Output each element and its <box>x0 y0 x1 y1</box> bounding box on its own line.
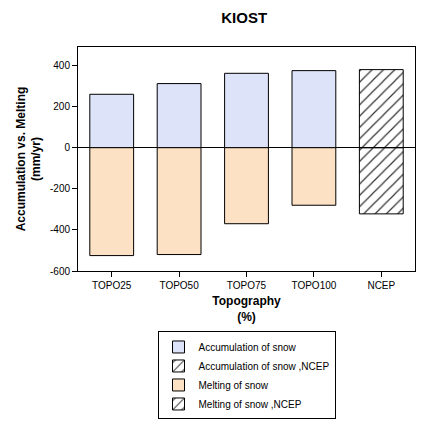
svg-text:KIOST: KIOST <box>221 9 267 26</box>
svg-text:TOPO75: TOPO75 <box>227 280 267 291</box>
svg-text:TOPO100: TOPO100 <box>291 280 336 291</box>
svg-text:NCEP: NCEP <box>367 280 395 291</box>
svg-text:Accumulation of snow: Accumulation of snow <box>199 342 297 353</box>
svg-text:Accumulation of snow ,NCEP: Accumulation of snow ,NCEP <box>199 361 330 372</box>
svg-text:TOPO25: TOPO25 <box>92 280 132 291</box>
svg-text:200: 200 <box>53 101 70 112</box>
svg-text:Melting of snow ,NCEP: Melting of snow ,NCEP <box>199 399 302 410</box>
svg-text:Topography(%): Topography(%) <box>212 294 281 324</box>
svg-text:0: 0 <box>64 142 70 153</box>
svg-text:400: 400 <box>53 60 70 71</box>
svg-text:-600: -600 <box>50 266 70 277</box>
svg-text:Accumulation vs. Melting(mm/yr: Accumulation vs. Melting(mm/yr) <box>14 87 44 232</box>
svg-text:-200: -200 <box>50 183 70 194</box>
svg-text:TOPO50: TOPO50 <box>159 280 199 291</box>
svg-text:-400: -400 <box>50 224 70 235</box>
svg-text:Melting of snow: Melting of snow <box>199 380 269 391</box>
